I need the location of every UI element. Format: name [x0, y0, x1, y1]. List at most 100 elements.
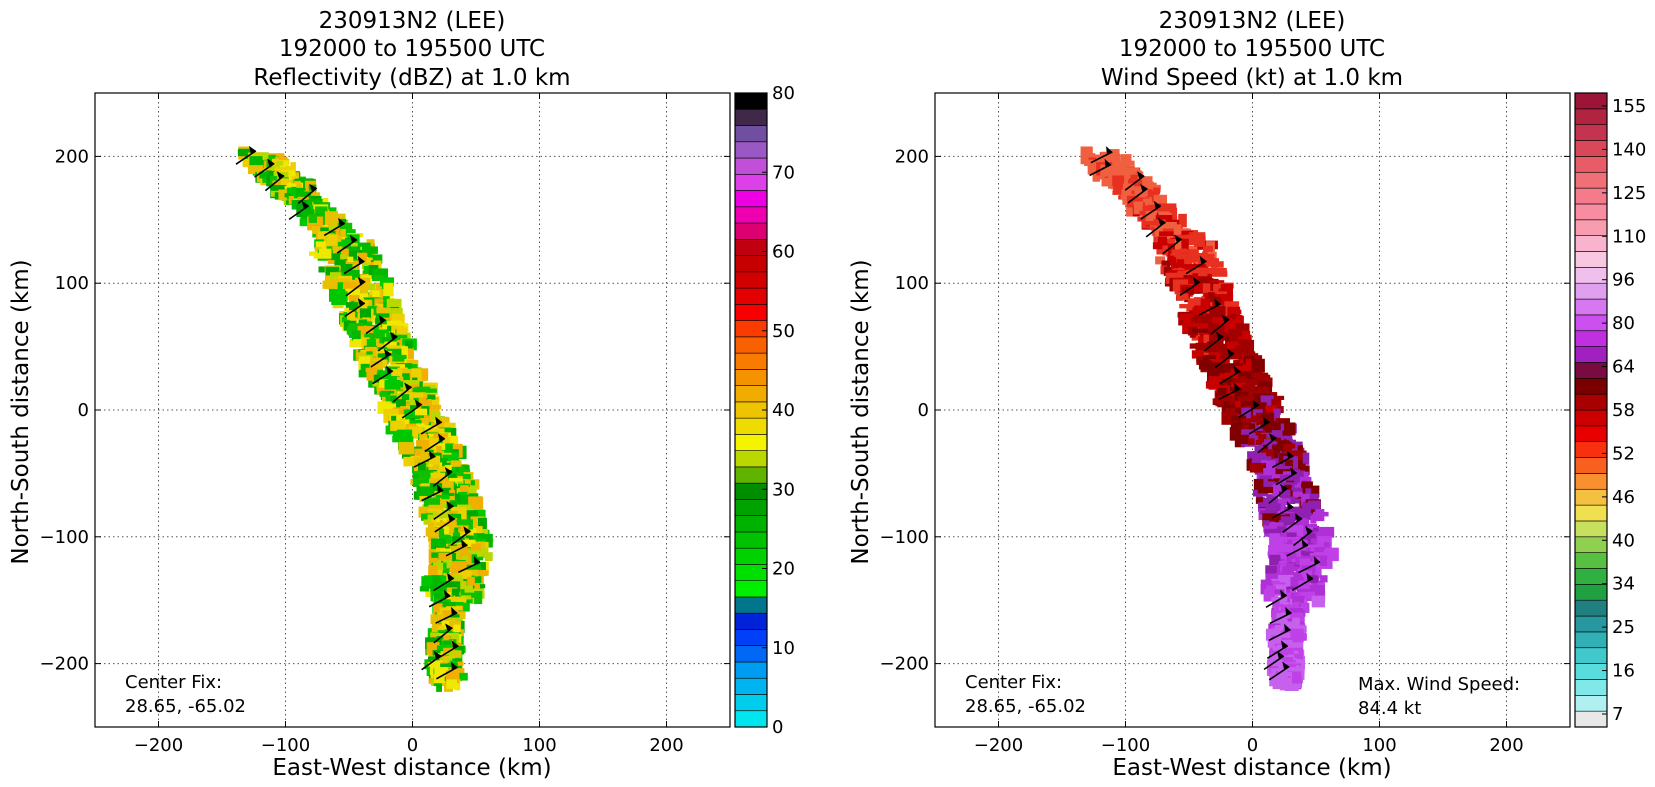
wind-barb [1214, 348, 1235, 369]
colorbar-segment [734, 141, 768, 159]
colorbar-segment [1574, 171, 1608, 189]
radar-cell [281, 170, 296, 181]
radar-cell [458, 495, 469, 507]
radar-cell [474, 583, 480, 593]
radar-cell [1191, 350, 1204, 359]
radar-cell [383, 282, 394, 297]
radar-cell [336, 235, 343, 242]
radar-cell [396, 327, 408, 335]
wind-barb-flag [1286, 450, 1294, 459]
radar-cell [385, 311, 397, 322]
radar-cell [1262, 584, 1269, 590]
wind-barb-flag [383, 348, 391, 358]
radar-cell [1253, 478, 1264, 491]
colorbar-segment [1574, 298, 1608, 316]
wind-barb [1271, 501, 1294, 519]
radar-cell [1282, 566, 1299, 572]
wind-barb-staff [421, 489, 444, 502]
radar-cell [1179, 303, 1194, 309]
wind-barb [297, 183, 318, 205]
colorbar-tick-label: 10 [772, 638, 795, 659]
title-line-1: 230913N2 (LEE) [319, 8, 506, 34]
radar-cell [1310, 515, 1317, 524]
wind-barb [434, 513, 456, 533]
radar-cell [1298, 584, 1310, 592]
radar-cell [392, 354, 407, 362]
radar-cell [1251, 402, 1267, 414]
wind-barb-flag [1106, 146, 1113, 155]
radar-cell [1202, 283, 1211, 297]
colorbar-segment [1574, 330, 1608, 347]
colorbar-segment [1574, 473, 1608, 490]
radar-cell [425, 527, 441, 537]
radar-cell [1273, 410, 1281, 421]
wind-barb-flag [433, 650, 441, 660]
wind-barb-flag [309, 183, 317, 192]
radar-cell [468, 496, 484, 510]
colorbar-segment [1574, 346, 1608, 363]
radar-cell [1270, 522, 1284, 529]
radar-cell [1192, 273, 1199, 283]
radar-cell [1199, 268, 1206, 273]
radar-cell [1260, 432, 1275, 438]
radar-cell [1297, 445, 1304, 453]
colorbar-tick-label: 50 [772, 321, 795, 342]
wind-barb-flag [446, 500, 454, 510]
radar-cell [353, 282, 368, 293]
radar-cell [1265, 628, 1281, 641]
radar-cell [476, 526, 483, 540]
radar-cell [358, 319, 368, 326]
wind-barb-staff [1089, 163, 1112, 177]
radar-cell [435, 575, 450, 586]
wind-barb-flag [447, 572, 454, 582]
colorbar-tick-label: 80 [772, 83, 795, 104]
radar-cell [334, 259, 346, 270]
y-axis-label: North-South distance (km) [8, 259, 34, 564]
wind-barb [1238, 399, 1260, 419]
colorbar-segment [1574, 457, 1608, 474]
radar-cell [381, 324, 388, 329]
wind-barb [1271, 450, 1294, 469]
radar-cell [1234, 365, 1251, 377]
radar-cell [299, 218, 311, 227]
wind-barb-flag [451, 606, 458, 616]
radar-cell [414, 386, 431, 394]
wind-barb [345, 276, 366, 297]
colorbar-segment [734, 222, 768, 240]
colorbar-segment [734, 596, 768, 614]
radar-cell [1290, 450, 1307, 461]
radar-cell [1153, 194, 1168, 205]
radar-cell [356, 306, 362, 313]
radar-cell [345, 229, 356, 237]
radar-cell [1227, 309, 1242, 315]
wind-barb-staff [1268, 665, 1290, 681]
radar-cell [1213, 366, 1223, 379]
radar-cell [375, 318, 384, 325]
radar-cell [1277, 430, 1292, 436]
colorbar-segment [1574, 504, 1608, 522]
radar-cell [1279, 594, 1287, 609]
colorbar-segment [734, 694, 768, 712]
colorbar-segment [1574, 425, 1608, 443]
colorbar-tick-label: 140 [1612, 139, 1646, 160]
colorbar-segment [1574, 251, 1608, 268]
radar-cell [1152, 242, 1168, 250]
radar-cell [1279, 544, 1294, 556]
radar-cell [308, 214, 317, 223]
radar-cell [359, 308, 372, 319]
radar-cell [1286, 532, 1297, 537]
x-tick-label: 200 [1489, 735, 1523, 756]
radar-cell [379, 391, 389, 397]
radar-cell [331, 291, 348, 306]
radar-cell [403, 409, 415, 421]
radar-cell [451, 451, 459, 463]
radar-cell [1192, 328, 1209, 333]
radar-cell [445, 581, 461, 593]
title-line-1: 230913N2 (LEE) [1159, 8, 1346, 34]
radar-swath [237, 146, 494, 692]
radar-cell [332, 301, 344, 309]
wind-barb-flag [1284, 623, 1291, 633]
radar-cell [428, 504, 444, 512]
radar-cell [391, 399, 406, 409]
colorbar-segment [734, 482, 768, 500]
